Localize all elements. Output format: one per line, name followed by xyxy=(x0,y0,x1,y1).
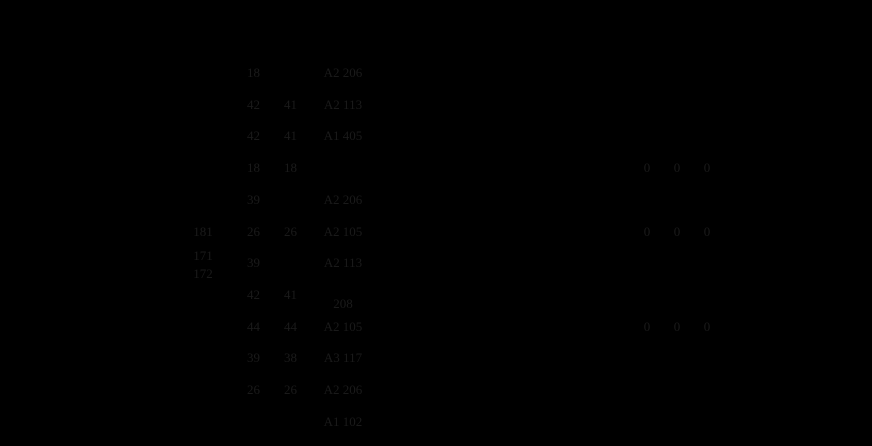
value1-cell: 18 xyxy=(247,65,260,80)
extra-cell: 0 xyxy=(673,318,681,334)
value2-cell: 44 xyxy=(284,318,297,334)
group-cell: 171 172 xyxy=(193,248,213,281)
value1-cell: 18 xyxy=(247,160,260,176)
room-cell: A2 113 xyxy=(323,255,363,271)
table-row[interactable]: 26 26 A2 206 xyxy=(0,381,872,399)
room-cell: A3 117 xyxy=(323,350,363,366)
value1-cell: 42 xyxy=(247,96,260,112)
value1-cell: 42 xyxy=(247,286,260,302)
extra-cell: 0 xyxy=(643,160,651,176)
extra-cell: 0 xyxy=(643,318,651,334)
extra-cell: 0 xyxy=(643,223,651,239)
value1-cell: 26 xyxy=(247,223,260,239)
group-cell: 181 xyxy=(193,223,213,239)
value1-cell: 39 xyxy=(247,191,260,207)
value2-cell: 26 xyxy=(284,382,297,397)
extra-cell: 0 xyxy=(703,223,711,239)
room-cell: A2 105 xyxy=(323,318,363,334)
room-cell: A1 102 xyxy=(323,413,363,429)
extra-cell: 0 xyxy=(703,318,711,334)
extra-cell: 0 xyxy=(673,223,681,239)
table-row[interactable]: 18 A2 206 xyxy=(0,64,872,82)
value1-cell: 44 xyxy=(247,318,260,334)
table-row[interactable]: 44 44 A2 105 0 0 0 xyxy=(0,318,872,336)
value2-cell: 38 xyxy=(284,350,297,366)
table-row[interactable]: 18 18 0 0 0 xyxy=(0,159,872,177)
room-cell: A2 206 xyxy=(323,65,363,80)
value1-cell: 39 xyxy=(247,255,260,271)
value2-cell: 41 xyxy=(284,128,297,144)
table-row[interactable]: 42 41 A2 113 xyxy=(0,96,872,114)
value2-cell: 41 xyxy=(284,286,297,302)
room-cell: A2 113 xyxy=(323,96,363,112)
room-cell: 208 xyxy=(333,295,353,311)
extra-cell: 0 xyxy=(673,160,681,176)
table-row[interactable]: 171 172 39 A2 113 xyxy=(0,248,872,281)
table-row[interactable]: 181 26 26 A2 105 0 0 0 xyxy=(0,223,872,241)
room-cell: A2 105 xyxy=(323,223,363,239)
room-cell: A2 206 xyxy=(323,191,363,207)
value2-cell: 26 xyxy=(284,223,297,239)
value1-cell: 39 xyxy=(247,350,260,366)
table-row[interactable]: A1 102 xyxy=(0,413,872,431)
value1-cell: 26 xyxy=(247,382,260,397)
table-row[interactable]: 42 41 A1 405 xyxy=(0,127,872,145)
value2-cell: 18 xyxy=(284,160,297,176)
table-row[interactable]: 42 41 208 xyxy=(0,286,872,311)
value1-cell: 42 xyxy=(247,128,260,144)
room-cell: A1 405 xyxy=(323,128,363,144)
table-row[interactable]: 39 38 A3 117 xyxy=(0,349,872,367)
extra-cell: 0 xyxy=(703,160,711,176)
table-row[interactable]: 39 A2 206 xyxy=(0,191,872,209)
room-cell: A2 206 xyxy=(323,382,363,397)
value2-cell: 41 xyxy=(284,96,297,112)
